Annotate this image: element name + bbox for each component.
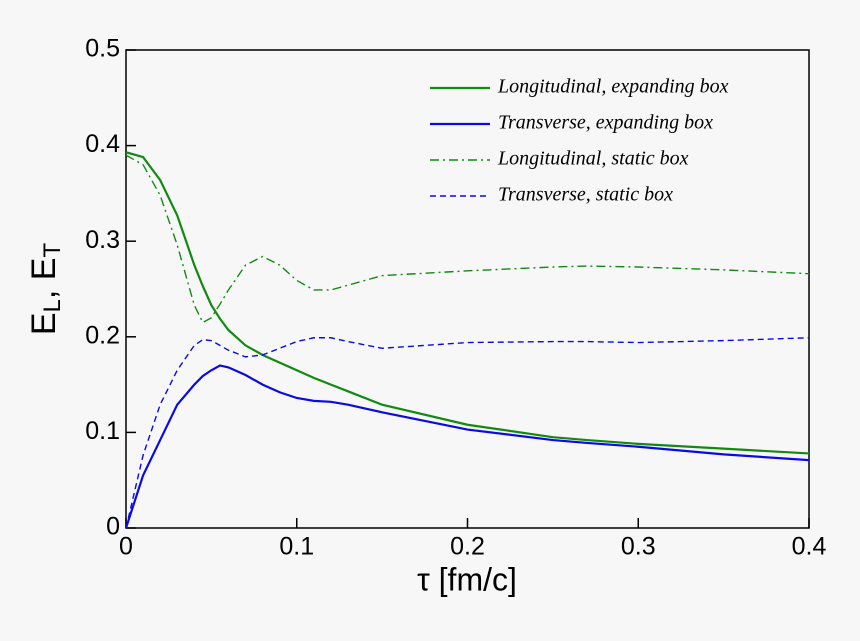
x-tick-label: 0.1	[279, 533, 314, 561]
y-tick-label: 0.4	[85, 130, 120, 158]
x-tick-label: 0	[119, 533, 133, 561]
legend-label: Longitudinal, expanding box	[497, 76, 729, 98]
x-tick-label: 0.4	[792, 533, 827, 561]
series-line	[125, 154, 810, 324]
y-tick-label: 0	[106, 513, 120, 541]
x-axis-label: τ [fm/c]	[417, 561, 517, 597]
series-line	[124, 364, 810, 529]
series-line	[125, 151, 810, 455]
y-axis-label: EL, ET	[25, 243, 66, 336]
y-label-part: , E	[25, 258, 63, 300]
y-tick-label: 0.2	[85, 321, 120, 349]
legend-label: Longitudinal, static box	[497, 148, 689, 170]
y-label-sub: T	[39, 243, 66, 258]
y-tick-label: 0.1	[85, 417, 120, 445]
y-label-sub: L	[39, 299, 66, 312]
y-tick-label: 0.3	[85, 226, 120, 254]
y-tick-label: 0.5	[85, 35, 120, 63]
x-tick-label: 0.3	[621, 533, 656, 561]
y-label-part: E	[25, 312, 63, 335]
legend-label: Transverse, expanding box	[498, 112, 713, 134]
legend-label: Transverse, static box	[498, 184, 673, 206]
x-tick-label: 0.2	[450, 533, 485, 561]
